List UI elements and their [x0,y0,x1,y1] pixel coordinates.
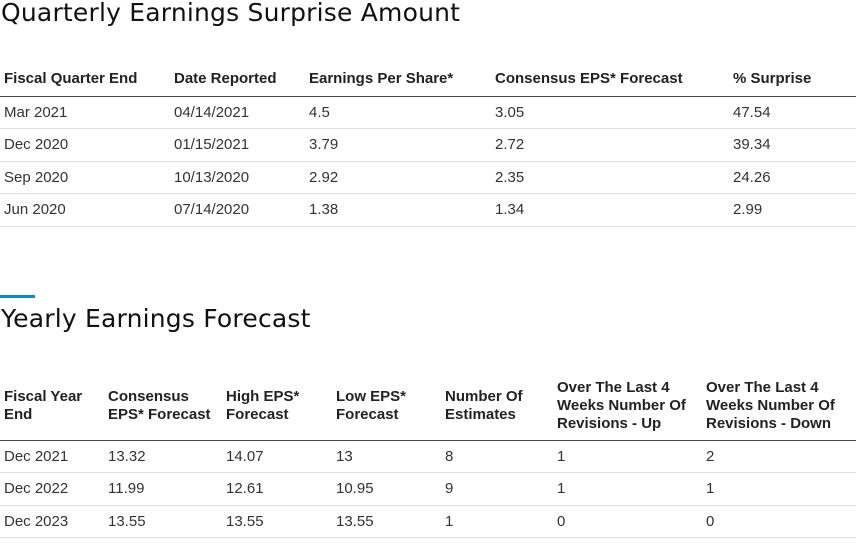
table-cell: 01/15/2021 [170,128,305,162]
table-cell: Sep 2020 [0,161,170,194]
column-header: Over The Last 4 Weeks Number Of Revision… [553,372,702,441]
table-cell: Dec 2022 [0,472,104,506]
table-cell: Dec 2020 [0,128,170,162]
table-cell: 3.05 [491,96,729,129]
table-cell: Dec 2023 [0,505,104,538]
column-header: Fiscal Year End [0,372,104,441]
table-cell: 12.61 [222,472,332,506]
table-cell: Dec 2021 [0,440,104,473]
section-accent-bar [0,295,35,298]
table-cell: 2.92 [305,161,491,194]
table-cell: 1.38 [305,193,491,227]
table-cell: Mar 2021 [0,96,170,129]
table-header-row: Fiscal Year End Consensus EPS* Forecast … [0,372,856,441]
table-cell: 10.95 [332,472,441,506]
table-cell: 1.34 [491,193,729,227]
quarterly-earnings-table: Fiscal Quarter End Date Reported Earning… [0,63,856,227]
table-cell: 04/14/2021 [170,96,305,129]
table-cell: 3.79 [305,128,491,162]
table-cell: 1 [553,472,702,506]
column-header: Earnings Per Share* [305,63,491,97]
table-cell: 13.32 [104,440,222,473]
table-cell: 1 [553,440,702,473]
column-header: Fiscal Quarter End [0,63,170,97]
yearly-forecast-table: Fiscal Year End Consensus EPS* Forecast … [0,372,856,538]
column-header: % Surprise [729,63,856,97]
table-header-row: Fiscal Quarter End Date Reported Earning… [0,63,856,97]
column-header: Number Of Estimates [441,372,553,441]
table-cell: 13 [332,440,441,473]
table-cell: 10/13/2020 [170,161,305,194]
table-cell: 1 [702,472,856,506]
table-cell: 39.34 [729,128,856,162]
column-header: Date Reported [170,63,305,97]
column-header: Over The Last 4 Weeks Number Of Revision… [702,372,856,441]
yearly-section-title: Yearly Earnings Forecast [1,304,311,333]
table-cell: 13.55 [104,505,222,538]
table-cell: 13.55 [222,505,332,538]
table-cell: 2.35 [491,161,729,194]
table-cell: 4.5 [305,96,491,129]
table-cell: 24.26 [729,161,856,194]
table-row: Sep 2020 10/13/2020 2.92 2.35 24.26 [0,161,856,194]
table-cell: 11.99 [104,472,222,506]
table-cell: 2.72 [491,128,729,162]
table-cell: 9 [441,472,553,506]
table-cell: 47.54 [729,96,856,129]
table-cell: 0 [702,505,856,538]
table-row: Dec 2022 11.99 12.61 10.95 9 1 1 [0,472,856,506]
column-header: High EPS* Forecast [222,372,332,441]
table-row: Mar 2021 04/14/2021 4.5 3.05 47.54 [0,96,856,129]
table-cell: 2 [702,440,856,473]
column-header: Low EPS* Forecast [332,372,441,441]
table-cell: 8 [441,440,553,473]
column-header: Consensus EPS* Forecast [491,63,729,97]
quarterly-section-title: Quarterly Earnings Surprise Amount [1,0,461,27]
table-cell: 13.55 [332,505,441,538]
table-cell: Jun 2020 [0,193,170,227]
table-cell: 2.99 [729,193,856,227]
column-header: Consensus EPS* Forecast [104,372,222,441]
table-cell: 1 [441,505,553,538]
table-row: Jun 2020 07/14/2020 1.38 1.34 2.99 [0,193,856,227]
table-row: Dec 2020 01/15/2021 3.79 2.72 39.34 [0,128,856,162]
table-cell: 0 [553,505,702,538]
table-row: Dec 2021 13.32 14.07 13 8 1 2 [0,440,856,473]
table-cell: 14.07 [222,440,332,473]
table-cell: 07/14/2020 [170,193,305,227]
table-row: Dec 2023 13.55 13.55 13.55 1 0 0 [0,505,856,538]
